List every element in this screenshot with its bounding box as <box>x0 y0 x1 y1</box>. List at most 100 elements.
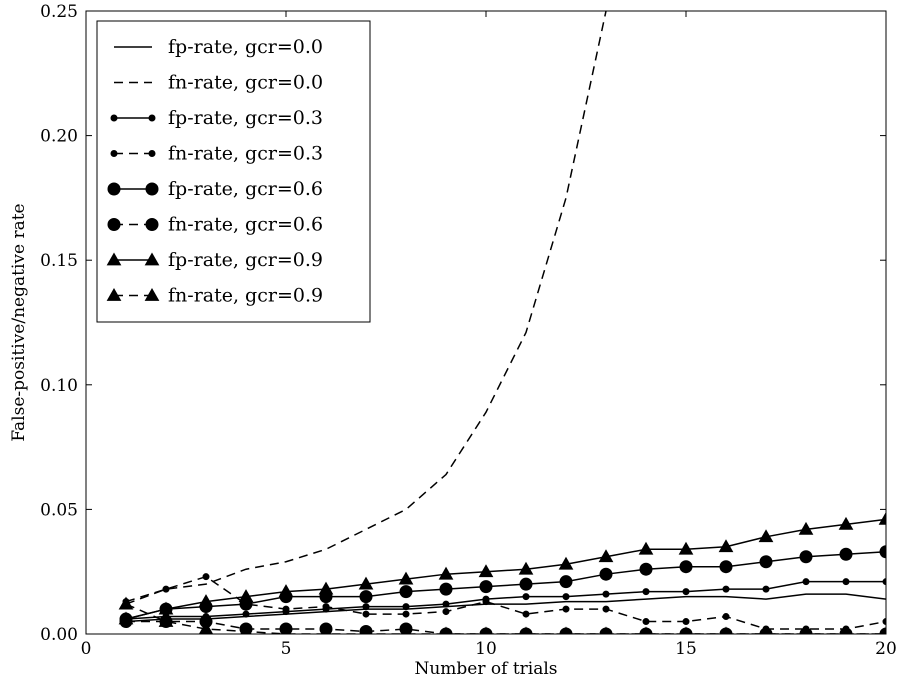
data-point <box>839 547 853 561</box>
data-point <box>682 588 690 596</box>
data-point <box>601 626 611 634</box>
data-point <box>562 605 570 613</box>
legend-marker <box>106 252 122 266</box>
legend-entry: fp-rate, gcr=0.6 <box>107 178 323 200</box>
legend-marker <box>110 114 118 122</box>
data-point <box>602 605 610 613</box>
data-point <box>682 618 690 626</box>
data-point <box>602 590 610 598</box>
legend-label: fn-rate, gcr=0.3 <box>168 143 323 165</box>
data-point <box>881 626 886 634</box>
legend-marker <box>107 218 121 231</box>
legend-entry: fn-rate, gcr=0.3 <box>110 143 323 165</box>
data-point <box>321 626 331 634</box>
x-tick-label: 0 <box>81 639 92 659</box>
legend-marker <box>145 182 159 196</box>
data-point <box>679 560 693 574</box>
legend-label: fn-rate, gcr=0.0 <box>168 72 323 94</box>
data-point <box>718 539 734 553</box>
data-point <box>758 529 774 543</box>
data-point <box>362 603 370 611</box>
data-point <box>719 560 733 574</box>
data-point <box>761 626 771 634</box>
data-point <box>882 618 886 626</box>
series-1 <box>125 593 886 623</box>
series-line <box>125 580 886 620</box>
data-point <box>722 613 730 621</box>
legend-entry: fp-rate, gcr=0.9 <box>106 249 323 271</box>
legend-label: fp-rate, gcr=0.0 <box>168 36 323 58</box>
data-point <box>641 626 651 634</box>
data-point <box>518 561 534 575</box>
data-point <box>202 573 210 581</box>
data-point <box>358 576 374 590</box>
legend-marker <box>144 252 160 266</box>
x-tick-label: 5 <box>281 639 292 659</box>
series-line <box>125 518 886 620</box>
legend: fp-rate, gcr=0.0 fn-rate, gcr=0.0 fp-rate,… <box>96 20 371 323</box>
data-point <box>721 626 731 634</box>
data-point <box>478 564 494 578</box>
x-tick-label: 15 <box>675 639 697 659</box>
data-point <box>639 562 653 576</box>
data-point <box>519 577 533 591</box>
y-tick-label: 0.00 <box>40 625 78 645</box>
data-point <box>799 550 813 564</box>
data-point <box>242 610 250 618</box>
legend-label: fp-rate, gcr=0.3 <box>168 107 323 129</box>
data-point <box>878 511 886 525</box>
data-point <box>562 593 570 601</box>
data-point <box>282 605 290 613</box>
data-point <box>882 578 886 586</box>
data-point <box>599 567 613 581</box>
series-line <box>125 575 886 630</box>
data-point <box>238 589 254 602</box>
data-point <box>442 608 450 616</box>
data-point <box>441 626 451 634</box>
data-point <box>879 545 886 559</box>
data-point <box>722 585 730 593</box>
series-line <box>125 551 886 620</box>
data-point <box>558 556 574 570</box>
y-tick-label: 0.25 <box>40 2 78 22</box>
data-point <box>638 541 654 555</box>
legend-marker <box>110 150 118 157</box>
x-tick-label: 10 <box>475 639 497 659</box>
data-point <box>362 610 370 618</box>
data-point <box>240 624 252 634</box>
legend-label: fp-rate, gcr=0.6 <box>168 178 323 200</box>
series-7 <box>118 511 886 625</box>
data-point <box>598 549 614 563</box>
data-point <box>402 610 410 618</box>
legend-box <box>96 20 371 323</box>
legend-marker <box>107 182 121 196</box>
data-point <box>798 521 814 535</box>
series-layer <box>118 11 886 634</box>
legend-marker <box>145 218 159 231</box>
y-tick-label: 0.05 <box>40 500 78 520</box>
x-tick-label: 20 <box>875 639 897 659</box>
legend-label: fn-rate, gcr=0.9 <box>168 285 323 307</box>
data-point <box>522 610 530 618</box>
data-point <box>118 596 134 610</box>
data-point <box>521 626 531 634</box>
data-point <box>318 581 334 595</box>
data-point <box>118 611 134 625</box>
data-point <box>402 603 410 611</box>
legend-entry: fn-rate, gcr=0.6 <box>107 214 323 236</box>
data-point <box>479 580 493 594</box>
legend-marker <box>144 287 160 301</box>
y-tick-label: 0.20 <box>40 127 78 147</box>
legend-label: fp-rate, gcr=0.9 <box>168 249 323 271</box>
legend-marker <box>148 150 156 157</box>
series-8 <box>118 596 886 634</box>
data-point <box>439 582 453 596</box>
legend-entry: fn-rate, gcr=0.9 <box>106 285 323 307</box>
series-line <box>125 593 886 623</box>
y-axis-label: False-positive/negative rate <box>9 203 29 441</box>
x-axis-label: Number of trials <box>414 659 557 679</box>
series-4 <box>122 573 886 633</box>
axes-layer: 0 5 10 15 20 0.00 0.05 0.10 0.15 0.20 0.25 Number o… <box>9 2 897 679</box>
legend-label: fn-rate, gcr=0.6 <box>168 214 323 236</box>
